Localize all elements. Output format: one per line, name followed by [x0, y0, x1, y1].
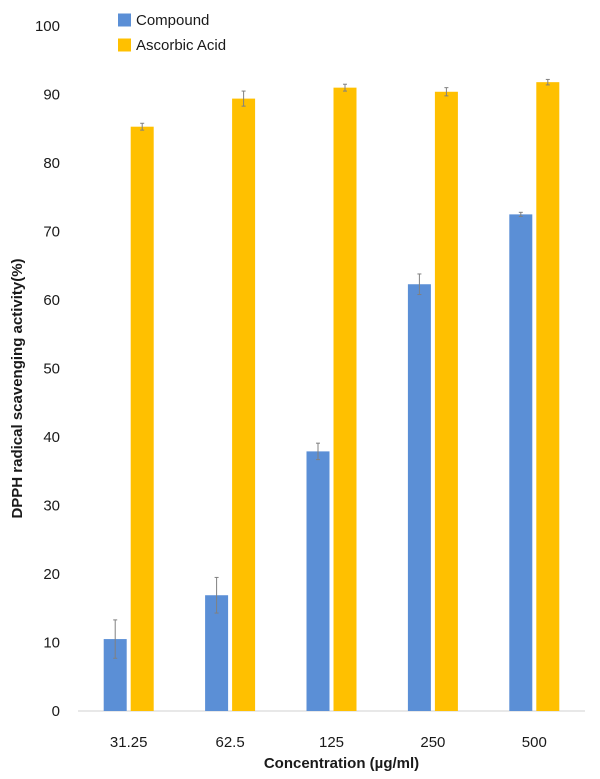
y-tick-label: 20: [43, 566, 60, 583]
y-tick-label: 30: [43, 498, 60, 515]
y-axis-ticks: 0 10 20 30 40 50 60 70 80 90 100: [35, 18, 60, 720]
legend: Compound Ascorbic Acid: [118, 12, 226, 54]
bars: [103, 78, 560, 712]
y-tick-label: 90: [43, 87, 60, 104]
bar-ascorbic-acid: [333, 87, 357, 711]
y-tick-label: 10: [43, 635, 60, 652]
legend-swatch-ascorbic-acid: [118, 38, 131, 52]
x-axis-title: Concentration (µg/ml): [264, 755, 419, 772]
y-tick-label: 80: [43, 155, 60, 172]
y-tick-label: 0: [52, 703, 60, 720]
legend-label-ascorbic-acid: Ascorbic Acid: [136, 37, 226, 54]
x-tick-label: 62.5: [215, 734, 244, 751]
y-axis-title: DPPH radical scavenging activity(%): [9, 258, 26, 518]
x-axis-ticks: 31.25 62.5 125 250 500: [110, 734, 547, 751]
x-tick-label: 500: [522, 734, 547, 751]
bar-compound: [103, 639, 127, 711]
bar-ascorbic-acid: [232, 98, 256, 712]
x-tick-label: 125: [319, 734, 344, 751]
y-tick-label: 100: [35, 18, 60, 35]
bar-ascorbic-acid: [434, 91, 458, 711]
x-tick-label: 250: [420, 734, 445, 751]
bar-compound: [306, 451, 330, 711]
x-tick-label: 31.25: [110, 734, 148, 751]
y-tick-label: 60: [43, 292, 60, 309]
bar-compound: [407, 284, 431, 711]
y-tick-label: 70: [43, 224, 60, 241]
y-tick-label: 50: [43, 361, 60, 378]
bar-ascorbic-acid: [130, 126, 154, 711]
bar-ascorbic-acid: [536, 82, 560, 712]
bar-compound: [509, 214, 533, 711]
legend-swatch-compound: [118, 13, 131, 27]
y-tick-label: 40: [43, 429, 60, 446]
bar-compound: [205, 595, 229, 711]
legend-label-compound: Compound: [136, 12, 209, 29]
